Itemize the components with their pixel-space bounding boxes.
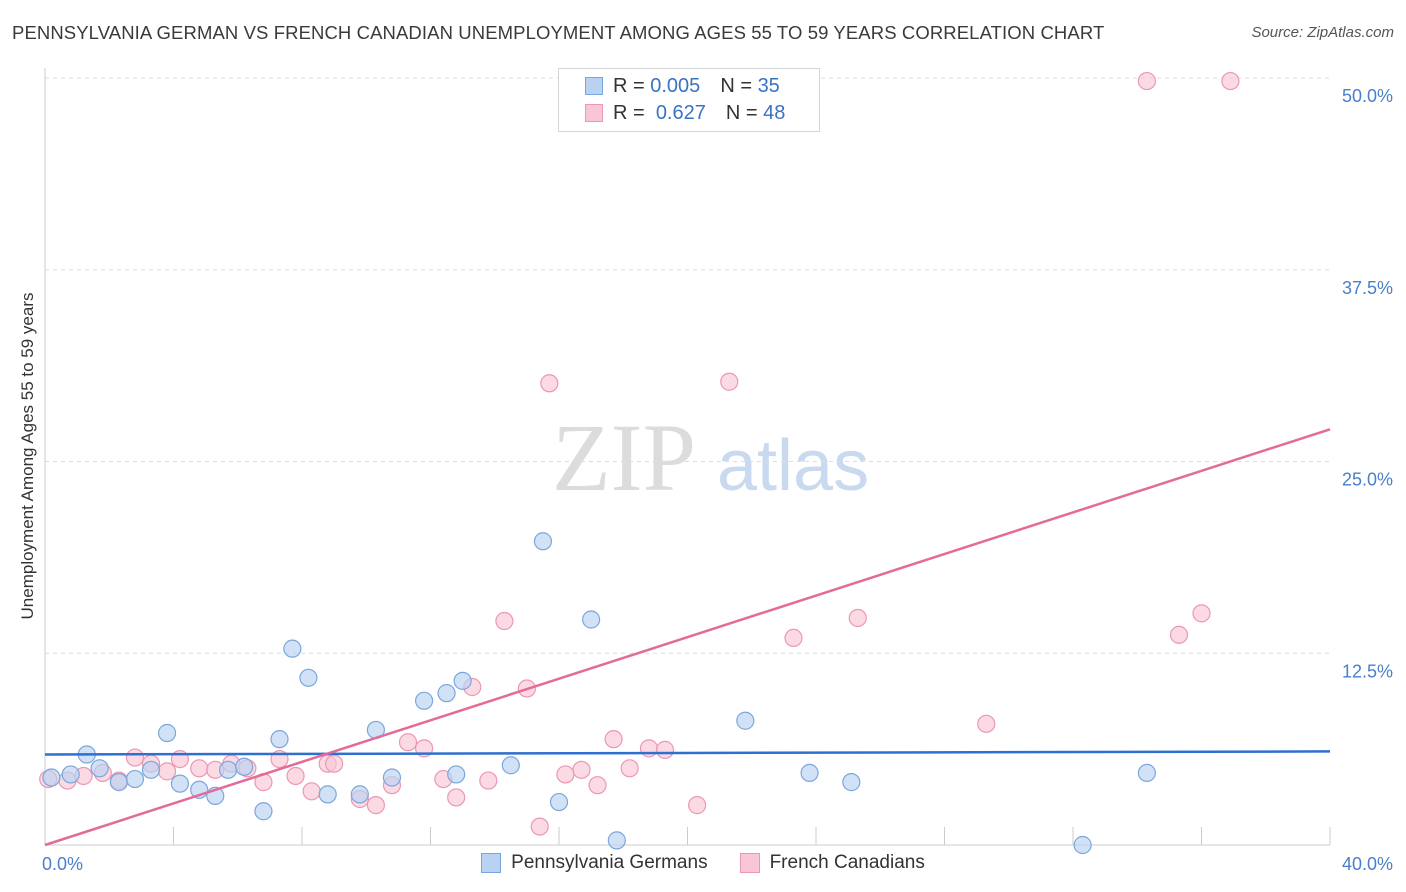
x-tick-label: 0.0% (42, 854, 83, 874)
data-point-french-canadians (720, 372, 739, 391)
data-point-french-canadians (286, 766, 305, 786)
legend-row-french-canadians: R = 0.627 N = 48 (585, 100, 785, 126)
data-point-pennsylvania-germans (42, 768, 61, 787)
data-point-pennsylvania-germans (447, 765, 466, 784)
data-point-french-canadians (588, 776, 607, 795)
data-point-french-canadians (366, 796, 385, 815)
data-point-french-canadians (1221, 71, 1240, 91)
legend-r-value: 0.005 (650, 74, 701, 97)
y-tick-label: 25.0% (1342, 470, 1393, 490)
legend-item-pennsylvania-germans: Pennsylvania Germans (481, 852, 708, 874)
data-point-french-canadians (604, 730, 623, 749)
trend-line-pennsylvania-germans (44, 750, 1331, 756)
y-axis-label: Unemployment Among Ages 55 to 59 years (18, 292, 37, 620)
data-point-french-canadians (479, 771, 498, 790)
y-tick-label: 12.5% (1342, 661, 1393, 681)
trend-line-french-canadians (44, 428, 1331, 847)
data-point-french-canadians (556, 765, 575, 784)
data-point-french-canadians (157, 762, 177, 781)
legend-swatch-blue (481, 853, 502, 873)
legend-label: French Canadians (769, 852, 925, 873)
data-point-pennsylvania-germans (437, 684, 456, 703)
data-point-pennsylvania-germans (382, 768, 402, 787)
legend-swatch-blue (585, 77, 603, 95)
y-tick-label: 37.5% (1342, 278, 1393, 298)
data-point-french-canadians (530, 817, 549, 836)
data-point-french-canadians (325, 754, 344, 773)
legend-n-label: N = (725, 101, 758, 124)
data-point-french-canadians (688, 796, 707, 815)
data-point-pennsylvania-germans (842, 773, 861, 792)
data-point-pennsylvania-germans (125, 769, 145, 789)
chart-title: PENNSYLVANIA GERMAN VS FRENCH CANADIAN U… (12, 22, 1105, 43)
watermark-atlas: atlas (717, 426, 869, 506)
data-point-pennsylvania-germans (141, 760, 161, 779)
data-point-pennsylvania-germans (736, 711, 755, 730)
data-point-french-canadians (572, 760, 591, 779)
data-point-french-canadians (540, 374, 559, 393)
data-point-french-canadians (302, 782, 321, 801)
axes (44, 68, 1331, 846)
data-point-pennsylvania-germans (1137, 763, 1156, 783)
data-point-pennsylvania-germans (299, 668, 318, 687)
legend-swatch-pink (585, 104, 603, 122)
data-point-pennsylvania-germans (607, 831, 626, 850)
data-point-french-canadians (655, 740, 675, 759)
legend-label: Pennsylvania Germans (511, 852, 708, 873)
data-point-pennsylvania-germans (549, 792, 569, 812)
series-legend: Pennsylvania Germans French Canadians (0, 852, 1406, 874)
data-point-pennsylvania-germans (61, 765, 80, 784)
data-point-french-canadians (620, 759, 639, 778)
grid-lines (45, 77, 1330, 654)
correlation-legend: R = 0.005 N = 35 R = 0.627 N = 48 (558, 68, 820, 132)
data-point-pennsylvania-germans (414, 691, 434, 710)
legend-r-label: R = (613, 101, 645, 124)
x-tick-label: 40.0% (1342, 854, 1393, 874)
data-point-pennsylvania-germans (283, 639, 302, 658)
data-point-pennsylvania-germans (90, 759, 109, 778)
data-point-pennsylvania-germans (1073, 835, 1092, 855)
data-point-pennsylvania-germans (453, 671, 472, 690)
legend-item-french-canadians: French Canadians (739, 852, 925, 874)
data-point-french-canadians (977, 714, 996, 733)
legend-n-value: 35 (757, 74, 780, 97)
legend-swatch-pink (739, 853, 760, 873)
data-point-pennsylvania-germans (254, 802, 273, 821)
data-point-french-canadians (447, 788, 466, 807)
source-credit: Source: ZipAtlas.com (1251, 24, 1394, 41)
legend-r-value: 0.627 (655, 101, 706, 124)
data-point-french-canadians (848, 608, 867, 628)
series-pennsylvania-germans (42, 532, 1156, 855)
data-point-pennsylvania-germans (235, 757, 254, 776)
data-point-pennsylvania-germans (157, 723, 177, 743)
legend-row-pennsylvania-germans: R = 0.005 N = 35 (585, 73, 780, 99)
data-point-french-canadians (495, 611, 514, 631)
data-point-pennsylvania-germans (350, 785, 369, 804)
data-point-french-canadians (1169, 625, 1189, 644)
data-point-french-canadians (1137, 71, 1156, 91)
data-point-pennsylvania-germans (219, 760, 238, 779)
legend-n-value: 48 (763, 101, 786, 124)
trend-lines (44, 428, 1331, 847)
data-point-pennsylvania-germans (270, 730, 289, 749)
data-point-french-canadians (398, 733, 418, 752)
data-point-pennsylvania-germans (582, 610, 601, 629)
data-point-pennsylvania-germans (800, 763, 819, 783)
data-point-french-canadians (784, 628, 803, 648)
data-point-french-canadians (1192, 604, 1211, 623)
data-point-pennsylvania-germans (109, 773, 128, 792)
data-point-pennsylvania-germans (318, 785, 337, 804)
data-point-french-canadians (125, 748, 145, 767)
data-point-french-canadians (190, 759, 209, 778)
tick-labels: 12.5% 25.0% 37.5% 50.0% 0.0% 40.0% (42, 86, 1393, 874)
data-point-pennsylvania-germans (501, 756, 520, 775)
legend-n-label: N = (720, 74, 752, 97)
data-point-pennsylvania-germans (170, 774, 190, 793)
watermark-zip: ZIP (552, 404, 696, 511)
data-point-pennsylvania-germans (533, 532, 553, 551)
y-tick-label: 50.0% (1342, 86, 1393, 106)
legend-r-label: R = (613, 74, 645, 97)
